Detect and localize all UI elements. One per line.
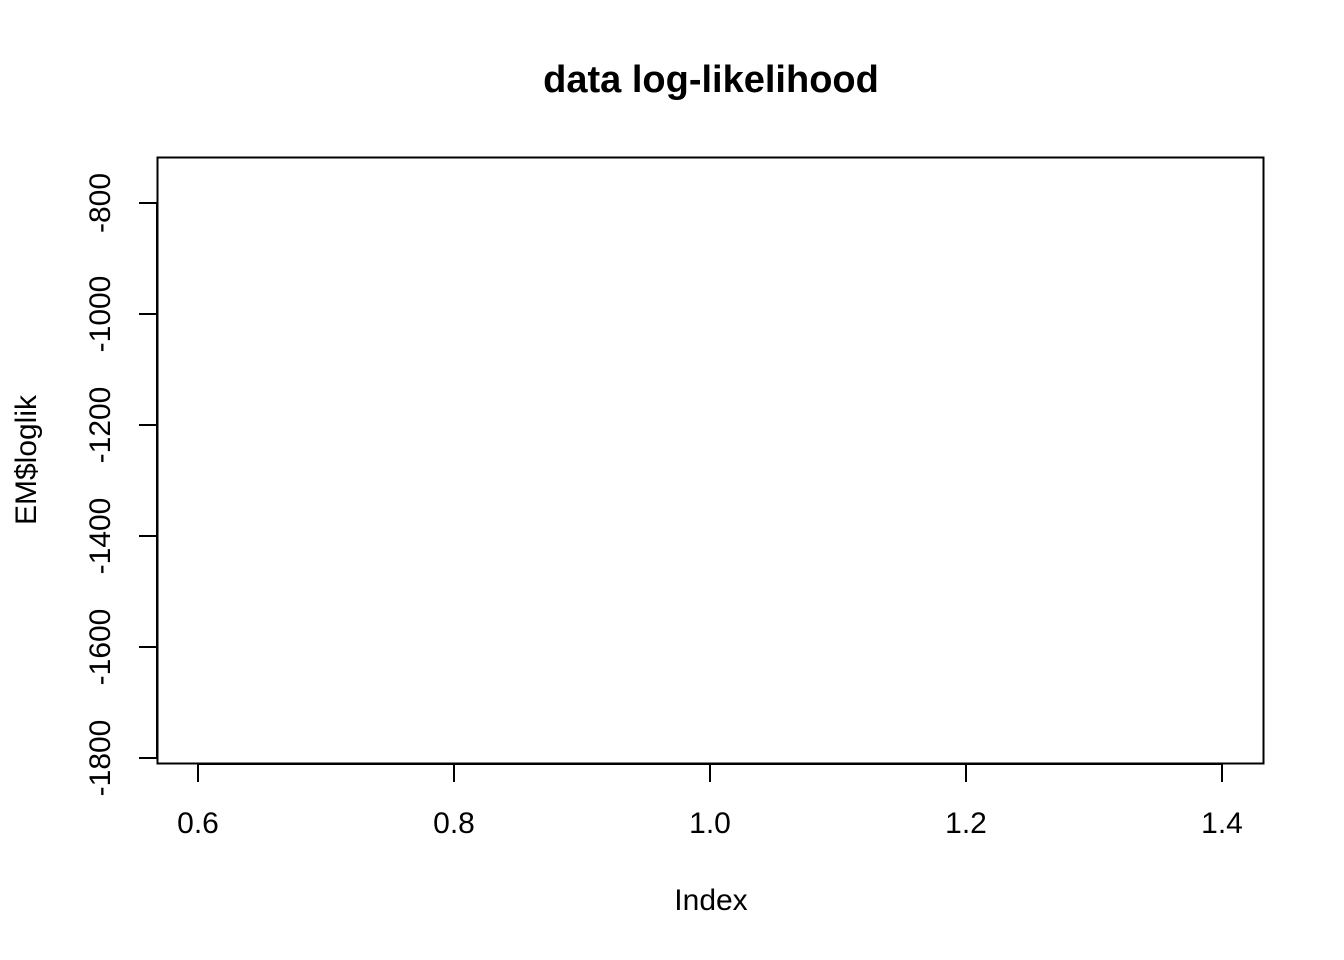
y-tick-label: -1400	[84, 498, 117, 575]
x-tick-label: 0.8	[433, 807, 475, 840]
x-axis-ticks: 0.6 0.8 1.0 1.2 1.4	[177, 764, 1243, 840]
x-tick-label: 1.0	[689, 807, 731, 840]
chart-title: data log-likelihood	[543, 59, 879, 101]
x-axis-label: Index	[674, 884, 747, 917]
y-axis-label: EM$loglik	[10, 394, 43, 525]
y-tick-label: -1000	[84, 276, 117, 353]
x-tick-label: 1.4	[1201, 807, 1243, 840]
plot-frame	[156, 156, 1265, 765]
y-tick-label: -1600	[84, 609, 117, 686]
y-axis-ticks: -1800 -1600 -1400 -1200 -1000 -800	[84, 173, 157, 796]
x-tick-label: 1.2	[945, 807, 987, 840]
y-tick-label: -1200	[84, 387, 117, 464]
y-tick-label: -1800	[84, 720, 117, 797]
y-tick-label: -800	[84, 173, 117, 233]
x-tick-label: 0.6	[177, 807, 219, 840]
